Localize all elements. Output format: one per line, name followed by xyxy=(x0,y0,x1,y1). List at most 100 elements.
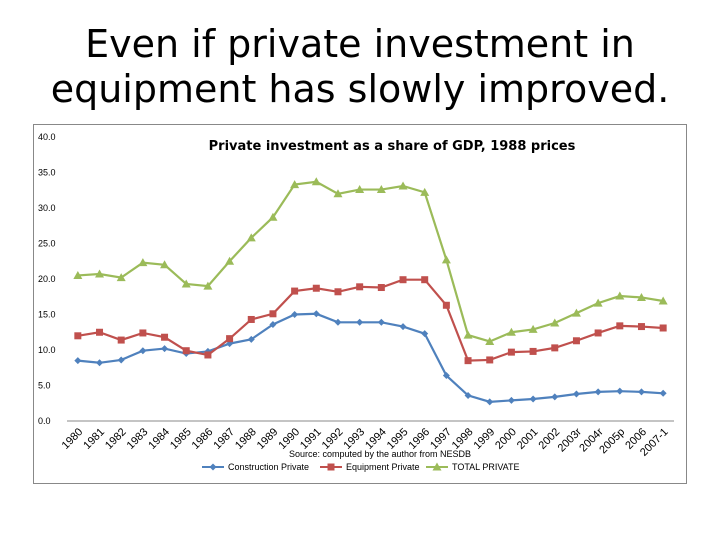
y-tick-label: 30.0 xyxy=(38,203,56,213)
x-tick-label: 2000 xyxy=(493,426,519,452)
data-point xyxy=(355,185,365,194)
chart-title: Private investment as a share of GDP, 19… xyxy=(209,139,576,154)
series-line xyxy=(77,312,664,403)
data-point xyxy=(507,396,515,404)
slide-title: Even if private investment in equipment … xyxy=(50,22,670,111)
data-point xyxy=(506,327,516,336)
data-point xyxy=(74,357,82,365)
x-tick-label: 1986 xyxy=(190,426,216,452)
data-point xyxy=(550,318,560,327)
source-note: Source: computed by the author from NESD… xyxy=(289,449,471,459)
x-tick-label: 1980 xyxy=(60,426,86,452)
data-point xyxy=(399,276,407,284)
legend-marker xyxy=(209,463,217,471)
data-point xyxy=(594,388,602,396)
x-tick-label: 1992 xyxy=(320,426,346,452)
series-construction-private xyxy=(74,310,667,406)
series-line xyxy=(77,180,664,343)
data-point xyxy=(637,388,645,396)
data-point xyxy=(616,387,624,395)
series-group xyxy=(73,177,668,406)
data-point xyxy=(96,359,104,367)
y-tick-label: 10.0 xyxy=(38,345,56,355)
x-tick-label: 1999 xyxy=(471,426,497,452)
y-tick-label: 40.0 xyxy=(38,132,56,142)
data-point xyxy=(463,330,473,339)
y-tick-label: 15.0 xyxy=(38,310,56,320)
data-point xyxy=(636,292,646,301)
data-point xyxy=(138,258,148,267)
data-point xyxy=(204,351,212,359)
data-point xyxy=(247,315,255,323)
data-point xyxy=(311,177,321,186)
data-point xyxy=(74,332,82,340)
data-point xyxy=(139,329,147,337)
data-point xyxy=(485,336,495,345)
legend-marker xyxy=(327,463,335,471)
data-point xyxy=(116,273,126,282)
data-point xyxy=(291,311,299,318)
data-point xyxy=(161,345,169,353)
legend: Construction Private Equipment Private TOT… xyxy=(202,462,520,472)
data-point xyxy=(269,320,277,328)
line-chart: Private investment as a share of GDP, 19… xyxy=(38,132,674,472)
data-point xyxy=(181,279,191,288)
x-tick-label: 1995 xyxy=(385,426,411,452)
data-point xyxy=(160,260,170,269)
data-point xyxy=(572,390,580,398)
data-point xyxy=(616,322,624,330)
data-point xyxy=(486,356,494,364)
data-point xyxy=(247,335,255,343)
data-point xyxy=(117,336,125,344)
data-point xyxy=(290,180,300,189)
data-point xyxy=(73,270,83,279)
data-point xyxy=(356,318,364,326)
y-tick-label: 25.0 xyxy=(38,239,56,249)
data-point xyxy=(593,298,603,307)
data-point xyxy=(312,310,320,318)
data-point xyxy=(377,284,385,292)
data-point xyxy=(529,395,537,403)
data-point xyxy=(333,189,343,198)
data-point xyxy=(376,185,386,194)
data-point xyxy=(529,347,537,355)
data-point xyxy=(225,256,235,265)
data-point xyxy=(312,284,320,292)
data-point xyxy=(95,269,105,278)
data-point xyxy=(659,389,667,397)
data-point xyxy=(464,391,472,399)
x-tick-label: 1994 xyxy=(363,426,389,452)
data-point xyxy=(421,276,429,284)
data-point xyxy=(117,356,125,364)
data-point xyxy=(203,281,213,290)
series-line xyxy=(77,278,664,362)
x-tick-label: 2005p xyxy=(597,426,627,456)
data-point xyxy=(528,324,538,333)
data-point xyxy=(551,393,559,401)
y-tick-label: 0.0 xyxy=(38,416,51,426)
data-point xyxy=(615,291,625,300)
data-point xyxy=(399,323,407,331)
y-tick-label: 35.0 xyxy=(38,168,56,178)
data-point xyxy=(551,344,559,352)
x-tick-label: 1991 xyxy=(298,426,324,452)
x-tick-label: 1989 xyxy=(255,426,281,452)
x-tick-label: 1988 xyxy=(233,426,259,452)
data-point xyxy=(571,308,581,317)
data-point xyxy=(420,187,430,196)
data-point xyxy=(572,337,580,345)
data-point xyxy=(226,335,234,343)
x-tick-label: 1993 xyxy=(341,426,367,452)
x-tick-label: 1985 xyxy=(168,426,194,452)
data-point xyxy=(334,318,342,326)
data-point xyxy=(658,296,668,305)
x-tick-label: 1996 xyxy=(406,426,432,452)
y-tick-label: 5.0 xyxy=(38,381,51,391)
legend-label: TOTAL PRIVATE xyxy=(452,462,520,472)
data-point xyxy=(421,330,429,338)
data-point xyxy=(246,233,256,242)
legend-label: Construction Private xyxy=(228,462,309,472)
series-equipment-private xyxy=(74,276,667,365)
data-point xyxy=(334,288,342,296)
x-tick-label: 1990 xyxy=(276,426,302,452)
